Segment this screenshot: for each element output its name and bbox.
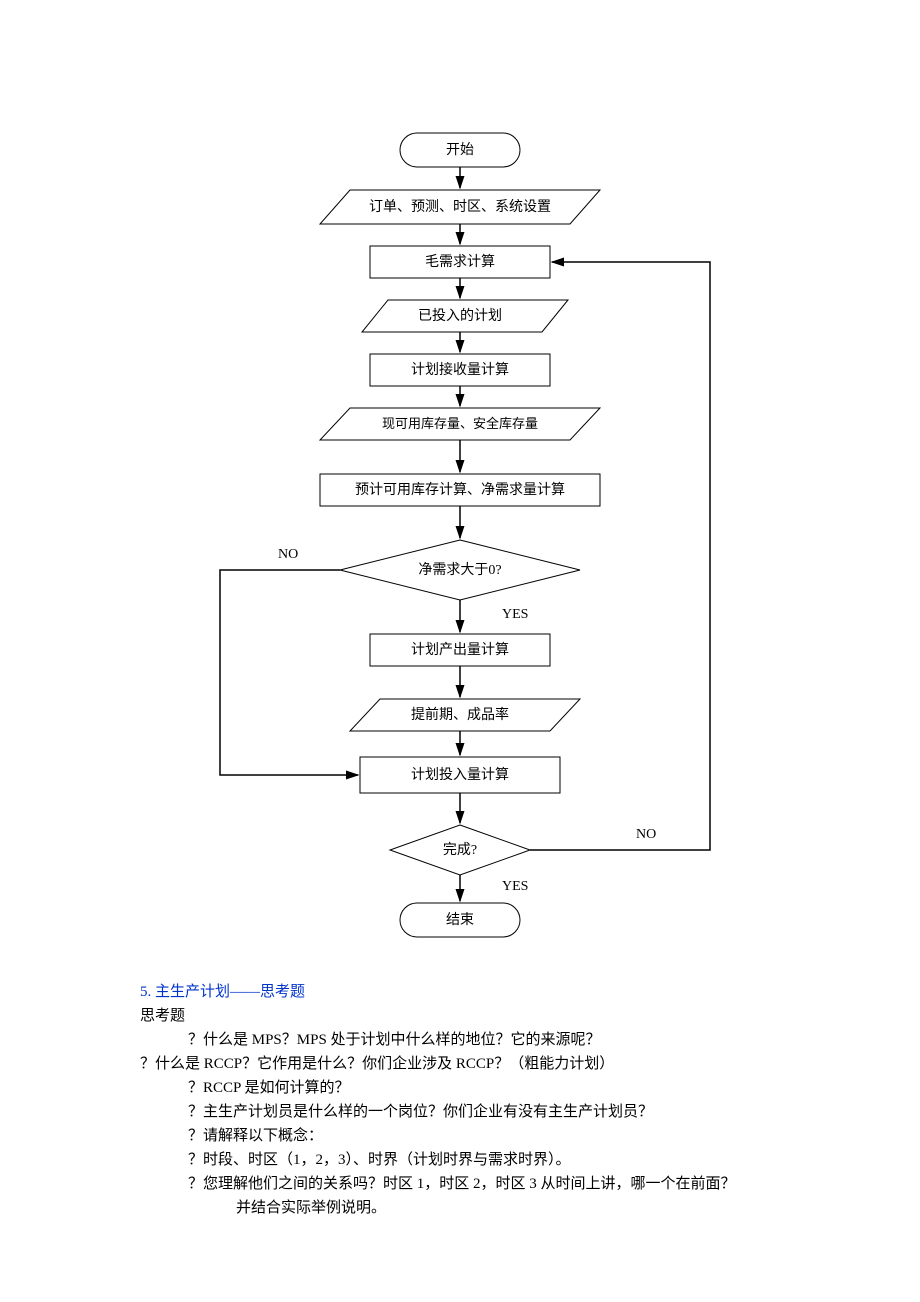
node-start: 开始 bbox=[400, 133, 520, 167]
node-decision-done-label: 完成? bbox=[443, 842, 477, 858]
node-input-released-plan-label: 已投入的计划 bbox=[418, 308, 502, 324]
section-heading: 5. 主生产计划——思考题 bbox=[140, 980, 820, 1004]
section-title: 主生产计划——思考题 bbox=[155, 984, 305, 1000]
edge-label-yes2: YES bbox=[502, 879, 528, 894]
section-subheading: 思考题 bbox=[140, 1004, 820, 1028]
node-end: 结束 bbox=[400, 903, 520, 937]
node-gross-req: 毛需求计算 bbox=[370, 246, 550, 278]
section-number: 5. bbox=[140, 984, 151, 1000]
page: 开始 订单、预测、时区、系统设置 毛需求计算 已投入的计划 计划接收量计算 现可… bbox=[0, 0, 920, 1302]
edge-label-yes1: YES bbox=[502, 607, 528, 622]
node-input-leadtime-label: 提前期、成品率 bbox=[411, 706, 509, 723]
node-start-label: 开始 bbox=[446, 142, 474, 158]
node-planned-output: 计划产出量计算 bbox=[370, 634, 550, 666]
node-planned-receipt-label: 计划接收量计算 bbox=[411, 361, 509, 378]
node-planned-receipt: 计划接收量计算 bbox=[370, 354, 550, 386]
edge-label-no2: NO bbox=[636, 827, 656, 842]
node-input-inventory: 现可用库存量、安全库存量 bbox=[320, 408, 600, 440]
bullet-3: ？主生产计划员是什么样的一个岗位？你们企业有没有主生产计划员？ bbox=[140, 1100, 820, 1124]
node-net-req-calc: 预计可用库存计算、净需求量计算 bbox=[320, 474, 600, 506]
node-decision-netreq-label: 净需求大于0? bbox=[418, 562, 501, 578]
node-input-leadtime: 提前期、成品率 bbox=[350, 699, 580, 731]
edge-label-no1: NO bbox=[278, 547, 298, 562]
node-planned-input: 计划投入量计算 bbox=[360, 757, 560, 793]
bullet-4: ？请解释以下概念： bbox=[140, 1124, 820, 1148]
node-net-req-calc-label: 预计可用库存计算、净需求量计算 bbox=[355, 482, 565, 498]
node-input-orders-label: 订单、预测、时区、系统设置 bbox=[369, 199, 551, 215]
node-input-released-plan: 已投入的计划 bbox=[362, 300, 568, 332]
bullet-0: ？什么是 MPS？MPS 处于计划中什么样的地位？它的来源呢？ bbox=[140, 1028, 820, 1052]
mps-flowchart: 开始 订单、预测、时区、系统设置 毛需求计算 已投入的计划 计划接收量计算 现可… bbox=[0, 0, 920, 960]
section-body: 5. 主生产计划——思考题 思考题 ？什么是 MPS？MPS 处于计划中什么样的… bbox=[140, 980, 820, 1220]
node-gross-req-label: 毛需求计算 bbox=[425, 254, 495, 270]
bullet-6: ？您理解他们之间的关系吗？时区 1，时区 2，时区 3 从时间上讲，哪一个在前面… bbox=[140, 1172, 820, 1196]
bullet-7: 并结合实际举例说明。 bbox=[140, 1196, 820, 1220]
bullet-1: ？什么是 RCCP？它作用是什么？你们企业涉及 RCCP？（粗能力计划） bbox=[140, 1052, 820, 1076]
bullet-2: ？RCCP 是如何计算的？ bbox=[140, 1076, 820, 1100]
node-input-inventory-label: 现可用库存量、安全库存量 bbox=[382, 416, 538, 431]
node-end-label: 结束 bbox=[446, 912, 474, 928]
node-decision-done: 完成? bbox=[390, 825, 530, 875]
node-planned-output-label: 计划产出量计算 bbox=[411, 642, 509, 658]
node-decision-netreq: 净需求大于0? bbox=[340, 540, 580, 600]
node-planned-input-label: 计划投入量计算 bbox=[411, 767, 509, 783]
node-input-orders: 订单、预测、时区、系统设置 bbox=[320, 190, 600, 224]
bullet-5: ？时段、时区（1，2，3）、时界（计划时界与需求时界）。 bbox=[140, 1148, 820, 1172]
